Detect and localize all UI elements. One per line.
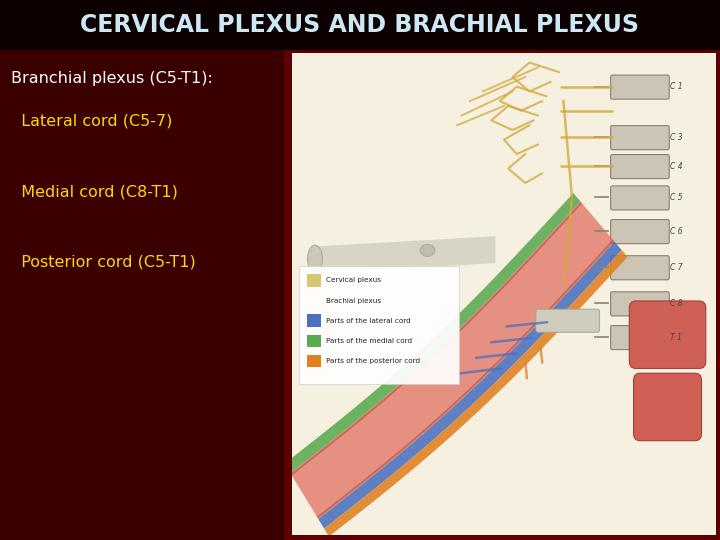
FancyBboxPatch shape — [611, 75, 670, 99]
Text: Medial cord (C8-T1): Medial cord (C8-T1) — [11, 184, 178, 199]
FancyBboxPatch shape — [611, 126, 670, 150]
Text: Cervical plexus: Cervical plexus — [325, 277, 381, 284]
Text: T 1: T 1 — [670, 333, 682, 342]
FancyBboxPatch shape — [611, 186, 670, 210]
Text: C 6: C 6 — [670, 227, 683, 235]
Text: C 5: C 5 — [670, 193, 683, 202]
Bar — [0, 0, 720, 50]
Bar — [292, 53, 716, 535]
Polygon shape — [324, 250, 628, 537]
FancyBboxPatch shape — [536, 309, 600, 332]
Bar — [307, 314, 321, 327]
Text: C 3: C 3 — [670, 133, 683, 141]
Bar — [307, 355, 321, 367]
Ellipse shape — [307, 245, 323, 273]
Ellipse shape — [420, 245, 435, 256]
Polygon shape — [290, 201, 582, 475]
Text: CERVICAL PLEXUS AND BRACHIAL PLEXUS: CERVICAL PLEXUS AND BRACHIAL PLEXUS — [81, 13, 639, 37]
FancyBboxPatch shape — [611, 154, 670, 179]
Text: C 1: C 1 — [670, 82, 683, 91]
Text: C 8: C 8 — [670, 299, 683, 308]
FancyBboxPatch shape — [611, 220, 670, 244]
Bar — [307, 335, 321, 347]
Text: Parts of the posterior cord: Parts of the posterior cord — [325, 358, 420, 364]
Bar — [0, 50, 284, 540]
Polygon shape — [284, 193, 580, 473]
Text: Lateral cord (C5-7): Lateral cord (C5-7) — [11, 114, 172, 129]
Text: C 4: C 4 — [670, 161, 683, 171]
Polygon shape — [318, 241, 621, 529]
FancyBboxPatch shape — [299, 266, 459, 384]
Polygon shape — [291, 202, 613, 518]
FancyBboxPatch shape — [629, 301, 706, 368]
Text: Parts of the lateral cord: Parts of the lateral cord — [325, 318, 410, 324]
Text: Brachial plexus: Brachial plexus — [325, 298, 381, 303]
Bar — [307, 274, 321, 287]
Polygon shape — [313, 236, 495, 274]
Text: Posterior cord (C5-T1): Posterior cord (C5-T1) — [11, 254, 196, 269]
Text: Branchial plexus (C5-T1):: Branchial plexus (C5-T1): — [11, 71, 212, 86]
FancyBboxPatch shape — [634, 373, 701, 441]
Text: C 7: C 7 — [670, 263, 683, 272]
Text: Parts of the medial cord: Parts of the medial cord — [325, 338, 412, 344]
FancyBboxPatch shape — [611, 326, 670, 349]
FancyBboxPatch shape — [611, 292, 670, 316]
Polygon shape — [317, 240, 615, 519]
FancyBboxPatch shape — [611, 256, 670, 280]
